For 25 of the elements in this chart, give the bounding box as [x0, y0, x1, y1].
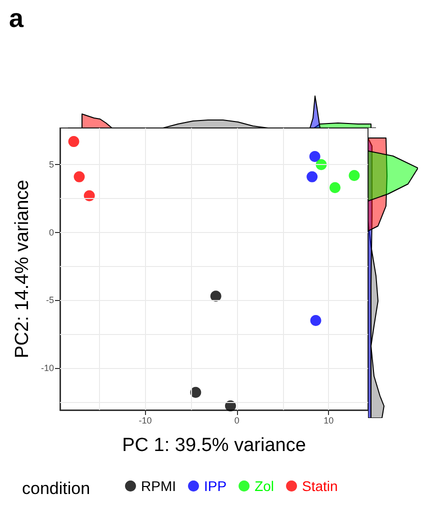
y-axis-title: PC2: 14.4% variance — [12, 180, 33, 358]
point — [309, 150, 320, 162]
y-tick-label: -5 — [46, 295, 54, 306]
legend-label: IPP — [204, 478, 227, 494]
point — [330, 182, 340, 194]
legend-label: Zol — [254, 478, 274, 494]
legend-label: RPMI — [141, 478, 176, 494]
y-tick-label: 0 — [48, 227, 54, 238]
legend-title: condition — [22, 479, 90, 498]
point — [190, 386, 202, 398]
y-tick-label: 5 — [48, 160, 54, 170]
point — [348, 170, 360, 181]
y-tick-label: -10 — [40, 362, 54, 373]
point — [74, 171, 85, 182]
point — [68, 136, 80, 148]
x-tick-label: -10 — [138, 416, 152, 426]
point — [225, 400, 236, 412]
x-tick-label: 10 — [324, 416, 334, 426]
x-tick-label: 0 — [234, 416, 240, 426]
legend-label: Statin — [302, 478, 338, 494]
chart-title: a — [9, 3, 24, 33]
point — [210, 290, 222, 302]
point — [310, 315, 322, 326]
point — [306, 171, 318, 182]
x-axis-title: PC 1: 39.5% variance — [122, 435, 306, 456]
